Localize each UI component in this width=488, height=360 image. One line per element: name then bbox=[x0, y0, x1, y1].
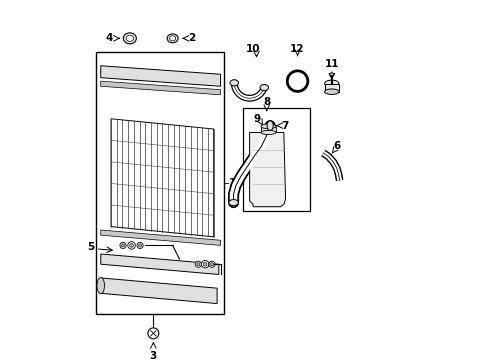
Circle shape bbox=[286, 71, 307, 91]
Circle shape bbox=[129, 243, 133, 247]
Polygon shape bbox=[101, 81, 220, 95]
Polygon shape bbox=[101, 66, 220, 86]
Polygon shape bbox=[101, 230, 220, 246]
Text: 10: 10 bbox=[245, 44, 260, 54]
Circle shape bbox=[195, 261, 201, 267]
Circle shape bbox=[121, 244, 124, 247]
Ellipse shape bbox=[167, 34, 178, 43]
Ellipse shape bbox=[97, 278, 104, 294]
Ellipse shape bbox=[266, 121, 273, 130]
Bar bbox=[96, 52, 224, 314]
Text: 1: 1 bbox=[229, 178, 236, 188]
Polygon shape bbox=[101, 278, 217, 303]
Circle shape bbox=[120, 242, 126, 248]
Polygon shape bbox=[249, 132, 285, 207]
Bar bbox=[324, 84, 338, 92]
Text: 3: 3 bbox=[149, 351, 157, 360]
Ellipse shape bbox=[324, 80, 338, 87]
Circle shape bbox=[210, 263, 213, 266]
Text: 11: 11 bbox=[324, 59, 338, 69]
Ellipse shape bbox=[260, 85, 268, 91]
Ellipse shape bbox=[123, 33, 136, 44]
Bar bbox=[261, 126, 275, 132]
Ellipse shape bbox=[261, 130, 275, 135]
Text: 6: 6 bbox=[333, 141, 340, 151]
Text: 12: 12 bbox=[290, 44, 304, 54]
Circle shape bbox=[201, 260, 208, 268]
Polygon shape bbox=[101, 254, 219, 274]
Ellipse shape bbox=[329, 73, 333, 76]
Ellipse shape bbox=[229, 80, 238, 86]
Bar bbox=[243, 108, 309, 211]
Circle shape bbox=[292, 76, 302, 86]
Ellipse shape bbox=[261, 124, 275, 129]
Circle shape bbox=[127, 242, 135, 249]
Text: 7: 7 bbox=[281, 121, 288, 131]
Text: 5: 5 bbox=[87, 242, 95, 252]
Text: 9: 9 bbox=[253, 114, 261, 124]
Ellipse shape bbox=[228, 199, 238, 206]
Ellipse shape bbox=[126, 35, 133, 41]
Polygon shape bbox=[111, 119, 213, 237]
Text: 2: 2 bbox=[187, 33, 195, 43]
Circle shape bbox=[203, 262, 206, 266]
Circle shape bbox=[147, 328, 159, 339]
Circle shape bbox=[208, 261, 215, 267]
Circle shape bbox=[137, 242, 143, 248]
Ellipse shape bbox=[169, 36, 175, 41]
Circle shape bbox=[138, 244, 142, 247]
Text: 8: 8 bbox=[263, 96, 270, 107]
Ellipse shape bbox=[324, 89, 338, 94]
Circle shape bbox=[196, 263, 200, 266]
Text: 4: 4 bbox=[105, 33, 113, 43]
